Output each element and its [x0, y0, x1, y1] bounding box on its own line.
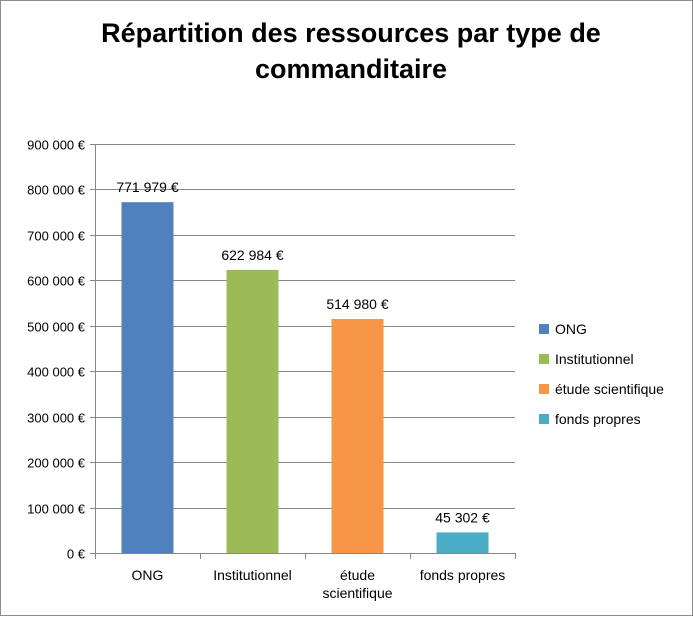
legend-label: Institutionnel [555, 351, 634, 367]
legend-swatch [539, 354, 549, 364]
y-tick-label: 100 000 € [27, 502, 86, 517]
bar-étude-scientifique [331, 318, 384, 553]
x-category-label: scientifique [322, 585, 392, 601]
legend-item: ONG [539, 314, 664, 344]
x-category-label: étude [340, 567, 375, 583]
x-category-label: ONG [132, 567, 164, 583]
y-tick-label: 0 € [67, 547, 86, 562]
legend-item: étude scientifique [539, 374, 664, 404]
legend-swatch [539, 324, 549, 334]
y-tick-label: 500 000 € [27, 320, 86, 335]
data-label: 45 302 € [435, 509, 490, 525]
y-tick-label: 600 000 € [27, 274, 86, 289]
legend-item: Institutionnel [539, 344, 664, 374]
bar-ong [121, 202, 174, 553]
x-category-label: Institutionnel [213, 567, 292, 583]
y-tick-label: 300 000 € [27, 411, 86, 426]
y-tick-label: 800 000 € [27, 183, 86, 198]
legend-label: fonds propres [555, 411, 641, 427]
chart-title: Répartition des ressources par type de c… [101, 18, 601, 84]
bar-institutionnel [226, 269, 279, 553]
x-category-label: fonds propres [420, 567, 506, 583]
legend: ONG Institutionnel étude scientifique fonds… [539, 314, 664, 434]
data-label: 771 979 € [116, 179, 178, 195]
y-tick-label: 700 000 € [27, 229, 86, 244]
y-tick-label: 400 000 € [27, 365, 86, 380]
bar-fonds-propres [436, 532, 489, 553]
data-label: 514 980 € [326, 296, 388, 312]
legend-item: fonds propres [539, 404, 664, 434]
legend-swatch [539, 384, 549, 394]
data-label: 622 984 € [221, 247, 283, 263]
legend-label: étude scientifique [555, 381, 664, 397]
y-tick-label: 900 000 € [27, 138, 86, 153]
legend-swatch [539, 414, 549, 424]
y-tick-label: 200 000 € [27, 456, 86, 471]
legend-label: ONG [555, 321, 587, 337]
